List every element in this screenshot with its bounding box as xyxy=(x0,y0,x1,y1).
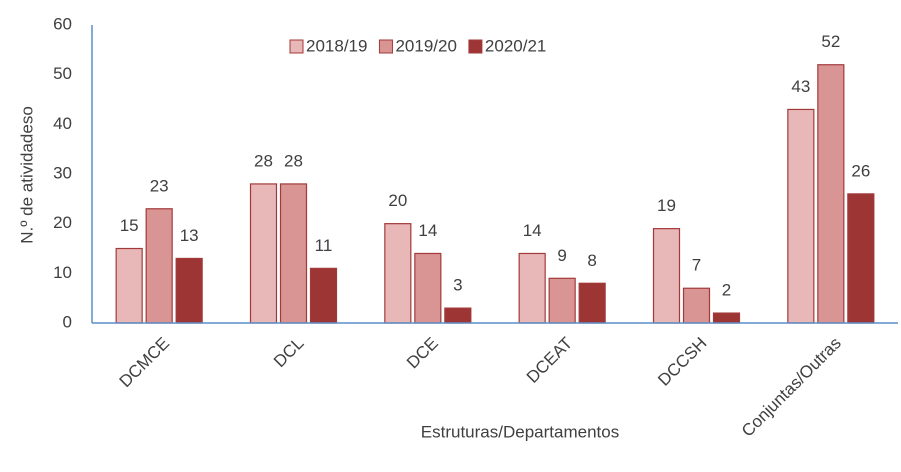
data-label: 14 xyxy=(523,221,542,240)
y-tick-label: 10 xyxy=(53,263,72,282)
y-tick-label: 60 xyxy=(53,14,72,33)
legend-swatch xyxy=(289,39,304,54)
data-label: 8 xyxy=(587,251,596,270)
data-label: 26 xyxy=(851,161,870,180)
data-label: 2 xyxy=(722,281,731,300)
bar xyxy=(249,183,278,324)
data-label: 28 xyxy=(254,151,273,170)
data-label: 28 xyxy=(284,151,303,170)
data-label: 19 xyxy=(657,196,676,215)
data-label: 23 xyxy=(150,176,169,195)
y-tick-label: 0 xyxy=(63,312,72,331)
x-tick-label: DCCSH xyxy=(654,334,710,390)
data-label: 7 xyxy=(692,256,701,275)
data-label: 15 xyxy=(120,216,139,235)
data-label: 20 xyxy=(388,191,407,210)
data-label: 11 xyxy=(315,236,333,255)
data-label: 9 xyxy=(557,246,566,265)
bar xyxy=(652,228,681,324)
bar xyxy=(384,223,412,324)
bar xyxy=(548,277,576,324)
legend-label: 2018/19 xyxy=(306,36,367,55)
bar xyxy=(578,282,606,324)
bar xyxy=(279,183,308,324)
bar xyxy=(175,257,203,324)
bar xyxy=(309,267,338,324)
legend-label: 2020/21 xyxy=(485,36,546,55)
data-label: 43 xyxy=(791,77,810,96)
x-tick-label: DCE xyxy=(403,334,442,373)
y-tick-label: 40 xyxy=(53,114,72,133)
bar xyxy=(682,287,711,324)
legend-swatch xyxy=(468,39,483,54)
legend-label: 2019/20 xyxy=(395,36,456,55)
legend-swatch xyxy=(378,39,393,54)
bar xyxy=(847,193,875,324)
bar xyxy=(817,64,845,324)
x-tick-label: DCMCE xyxy=(116,334,174,392)
x-axis-label: Estruturas/Departamentos xyxy=(421,422,619,441)
data-label: 13 xyxy=(180,226,199,245)
y-tick-label: 20 xyxy=(53,213,72,232)
data-label: 52 xyxy=(821,32,840,51)
x-tick-label: DCEAT xyxy=(523,334,576,387)
bar xyxy=(115,247,143,324)
y-axis-label: N.º de atividadeso xyxy=(17,106,36,244)
data-label: 14 xyxy=(418,221,437,240)
bar xyxy=(787,108,815,324)
x-tick-label: DCL xyxy=(270,334,307,371)
bar xyxy=(145,208,173,324)
bar xyxy=(414,252,442,324)
x-tick-label: Conjuntas/Outras xyxy=(738,334,845,441)
y-tick-label: 30 xyxy=(53,163,72,182)
bar xyxy=(518,252,546,324)
bar xyxy=(712,312,741,324)
bar xyxy=(444,307,472,324)
data-label: 3 xyxy=(453,276,462,295)
y-tick-label: 50 xyxy=(53,64,72,83)
